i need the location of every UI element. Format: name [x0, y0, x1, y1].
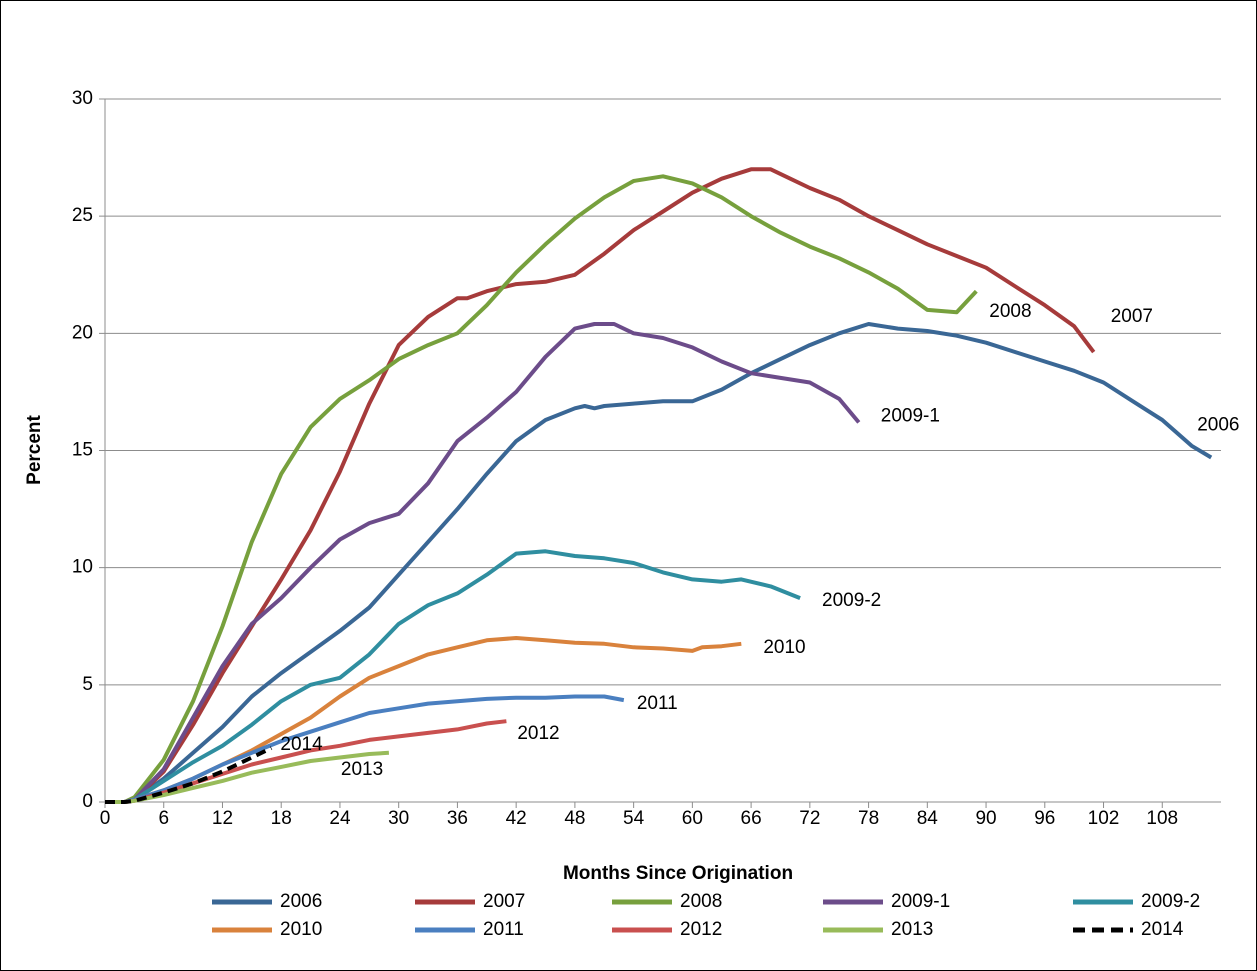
series-line: [105, 322, 1213, 804]
x-tick-label: 30: [388, 808, 409, 829]
x-tick-label: 48: [564, 808, 585, 829]
legend-label: 2008: [680, 891, 722, 912]
legend-label: 2013: [891, 919, 933, 940]
x-tick-label: 60: [682, 808, 703, 829]
x-tick-label: 78: [858, 808, 879, 829]
x-axis-label: Months Since Origination: [563, 863, 793, 884]
y-axis-label: Percent: [24, 414, 45, 484]
x-tick-label: 42: [506, 808, 527, 829]
y-tick-label: 10: [72, 557, 93, 578]
x-tick-label: 54: [623, 808, 645, 829]
x-tick-label: 66: [741, 808, 762, 829]
legend-label: 2007: [483, 891, 525, 912]
end-label: 2011: [637, 693, 678, 714]
series-line: [105, 636, 742, 804]
legend-label: 2009-2: [1141, 891, 1200, 912]
x-tick-label: 96: [1034, 808, 1055, 829]
x-tick-label: 90: [975, 808, 996, 829]
series-line: [105, 746, 273, 804]
series-line: [105, 549, 801, 804]
y-tick-label: 30: [72, 88, 93, 109]
series-line: [105, 750, 390, 804]
end-label: 2014: [280, 734, 323, 755]
x-tick-label: 72: [799, 808, 820, 829]
x-tick-label: 18: [271, 808, 292, 829]
legend-label: 2011: [483, 919, 524, 940]
end-label: 2008: [989, 301, 1031, 322]
y-tick-label: 5: [82, 674, 93, 695]
series-line: [105, 174, 978, 804]
legend-label: 2006: [280, 891, 322, 912]
end-label: 2012: [517, 723, 559, 744]
y-tick-label: 20: [72, 322, 93, 343]
y-tick-label: 0: [82, 791, 93, 812]
legend-label: 2012: [680, 919, 722, 940]
legend-label: 2010: [280, 919, 322, 940]
series-line: [105, 167, 1096, 804]
end-label: 2009-2: [822, 590, 881, 611]
end-label: 2013: [341, 759, 383, 780]
end-label: 2007: [1111, 306, 1153, 327]
end-label: 2006: [1197, 415, 1239, 436]
legend-label: 2009-1: [891, 891, 950, 912]
series-line: [105, 694, 625, 804]
x-tick-label: 84: [917, 808, 939, 829]
series-line: [105, 322, 861, 804]
x-tick-label: 108: [1146, 808, 1178, 829]
legend-label: 2014: [1141, 919, 1184, 940]
x-tick-label: 102: [1088, 808, 1120, 829]
x-tick-label: 36: [447, 808, 468, 829]
y-tick-label: 15: [72, 440, 93, 461]
x-tick-label: 6: [158, 808, 169, 829]
x-tick-label: 12: [212, 808, 233, 829]
end-label: 2010: [763, 637, 805, 658]
end-label: 2009-1: [881, 405, 940, 426]
x-tick-label: 0: [100, 808, 111, 829]
x-tick-label: 24: [329, 808, 351, 829]
y-tick-label: 25: [72, 205, 93, 226]
